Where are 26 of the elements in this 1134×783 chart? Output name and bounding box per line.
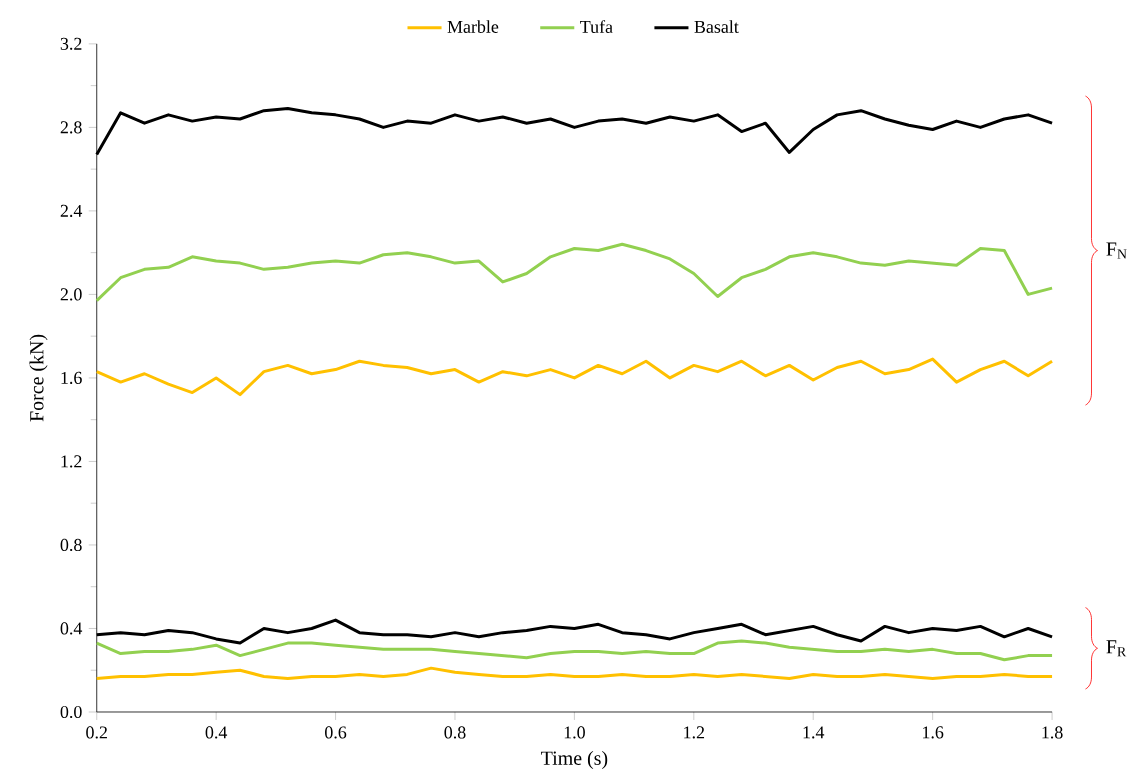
y-tick-label: 0.8 (60, 538, 82, 552)
legend-label: Basalt (694, 20, 739, 33)
y-tick-label: 1.2 (61, 455, 82, 468)
x-tick-label: 1.6 (923, 726, 944, 739)
x-tick-label: 1.0 (564, 726, 585, 739)
x-tick-label: 1.4 (803, 726, 825, 739)
x-tick-label: 0.2 (86, 726, 107, 739)
x-tick-label: 1.2 (684, 726, 705, 739)
y-tick-label: 2.4 (60, 204, 83, 218)
y-tick-label: 0.0 (60, 705, 82, 719)
y-tick-label: 3.2 (60, 37, 82, 51)
y-tick-label: 1.6 (61, 371, 82, 385)
y-tick-label: 2.0 (60, 288, 82, 301)
y-tick-label: 0.4 (60, 622, 83, 635)
x-axis-title: Time (s) (541, 750, 608, 770)
x-tick-label: 1.8 (1042, 726, 1063, 739)
legend-label: Marble (447, 20, 499, 33)
line-series (95, 357, 1054, 397)
x-tick-label: 0.4 (205, 726, 228, 739)
text: F$_{R}$ (1106, 640, 1127, 657)
y-axis-title: Force (kN) (29, 334, 48, 422)
x-tick-label: 0.6 (325, 726, 347, 739)
legend-label: Tufa (580, 20, 613, 34)
x-tick-label: 0.8 (444, 726, 466, 739)
text: F$_{N}$ (1106, 242, 1127, 259)
y-tick-label: 2.8 (60, 121, 82, 134)
